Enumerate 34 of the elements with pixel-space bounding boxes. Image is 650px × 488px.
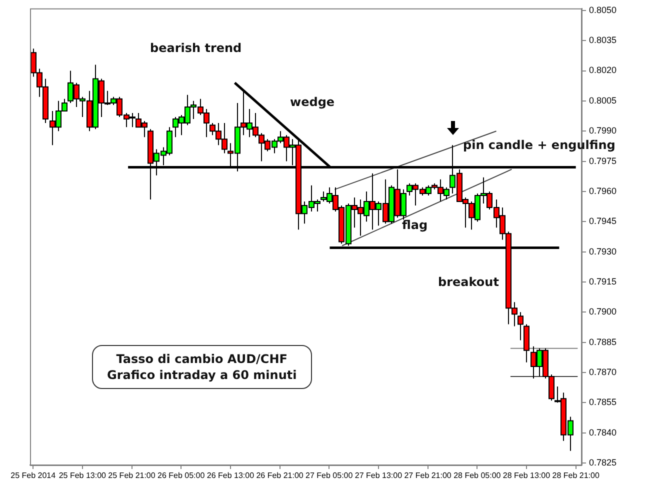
x-tick-label: 25 Feb 21:00: [108, 471, 156, 480]
x-tick-label: 27 Feb 05:00: [306, 471, 354, 480]
y-tick-label: 0.7960: [589, 186, 617, 196]
y-tick-label: 0.8050: [589, 4, 617, 15]
x-tick-label: 28 Feb 05:00: [454, 471, 502, 480]
y-tick-label: 0.7900: [589, 306, 617, 317]
y-tick-label: 0.7915: [589, 276, 617, 286]
y-tick-label: 0.7975: [589, 156, 617, 166]
y-tick-label: 0.7885: [589, 336, 617, 347]
x-tick-label: 25 Feb 2014: [10, 471, 56, 480]
y-tick-label: 0.7840: [589, 427, 617, 438]
annotation: breakout: [438, 274, 499, 290]
annotation: flag: [402, 217, 428, 234]
y-tick-label: 0.7990: [589, 126, 617, 136]
x-tick-label: 27 Feb 13:00: [354, 471, 403, 480]
y-tick-label: 0.8020: [589, 65, 617, 76]
y-tick-label: 0.7945: [589, 216, 617, 226]
x-tick-label: 28 Feb 21:00: [552, 471, 600, 480]
x-tick-label: 25 Feb 13:00: [58, 471, 107, 480]
y-tick-label: 0.8005: [589, 95, 617, 106]
annotation: bearish trend: [150, 40, 242, 56]
x-tick-label: 26 Feb 13:00: [206, 471, 255, 480]
annotation: pin candle + engulfing: [463, 137, 616, 154]
y-tick-label: 0.7870: [589, 366, 617, 377]
y-tick-label: 0.7930: [589, 246, 617, 256]
annotation: wedge: [290, 94, 335, 110]
y-tick-label: 0.7825: [589, 457, 617, 468]
x-tick-label: 26 Feb 05:00: [158, 471, 206, 480]
y-tick-label: 0.7855: [589, 397, 617, 408]
x-tick-label: 28 Feb 13:00: [502, 471, 551, 480]
x-tick-label: 26 Feb 21:00: [256, 471, 304, 480]
y-tick-label: 0.8035: [589, 35, 617, 46]
annotation: Tasso di cambio AUD/CHF Grafico intraday a 60 minuti: [92, 345, 312, 390]
x-tick-label: 27 Feb 21:00: [404, 471, 452, 480]
